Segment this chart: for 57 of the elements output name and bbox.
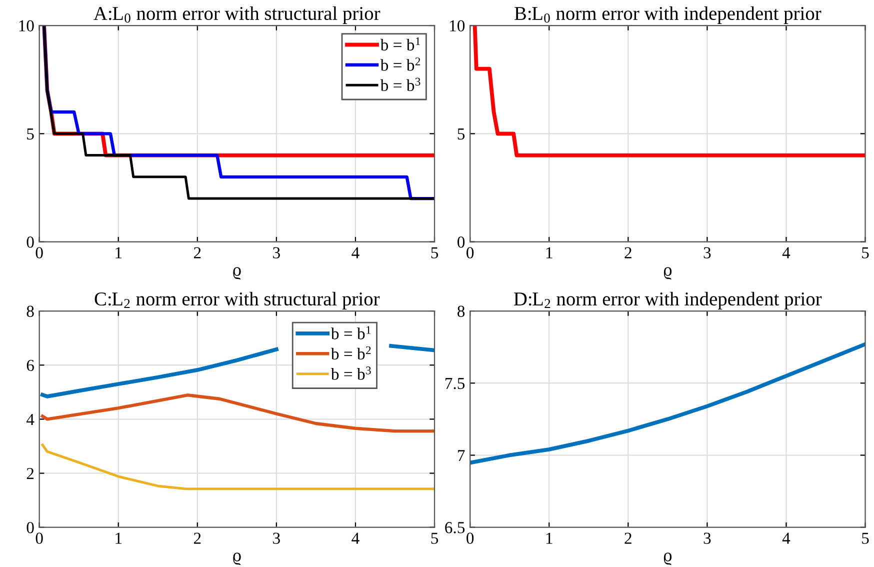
line-series bbox=[470, 342, 866, 464]
line-series bbox=[41, 444, 435, 490]
y-tick-label: 6 bbox=[26, 360, 34, 372]
x-tick-label: 2 bbox=[194, 247, 201, 258]
x-tick-label: 5 bbox=[431, 532, 438, 544]
x-tick-label: 0 bbox=[466, 247, 474, 258]
x-tick-label: 2 bbox=[624, 532, 632, 544]
y-tick-label: 7 bbox=[458, 450, 465, 461]
legend-label: b = b$^{2}$ bbox=[330, 346, 371, 360]
y-tick-label: 0 bbox=[26, 522, 34, 534]
x-tick-label: 3 bbox=[273, 532, 280, 544]
y-tick-label: 5 bbox=[458, 128, 465, 140]
x-tick-label: 5 bbox=[862, 247, 869, 258]
legend-label: b = b$^{1}$ bbox=[330, 326, 371, 340]
x-tick-label: 0 bbox=[36, 247, 43, 258]
x-axis-title: ϱ bbox=[233, 267, 241, 280]
x-axis-title: ϱ bbox=[664, 552, 672, 566]
x-tick-label: 1 bbox=[546, 532, 552, 544]
x-axis-title: ϱ bbox=[664, 267, 672, 280]
y-tick-label: 0 bbox=[458, 236, 465, 248]
x-tick-label: 3 bbox=[704, 247, 711, 258]
x-tick-label: 2 bbox=[194, 532, 201, 544]
legend-label: b = b$^{2}$ bbox=[380, 58, 420, 71]
x-tick-label: 4 bbox=[782, 532, 790, 544]
y-tick-label: 0 bbox=[26, 236, 34, 248]
y-tick-label: 5 bbox=[27, 128, 34, 140]
y-tick-label: 10 bbox=[19, 20, 34, 32]
y-tick-label: 2 bbox=[26, 468, 34, 480]
legend-label: b = b$^{1}$ bbox=[380, 37, 420, 51]
legend-label: b = b$^{3}$ bbox=[380, 78, 420, 92]
legend-label: b = b$^{3}$ bbox=[330, 366, 371, 380]
x-tick-label: 5 bbox=[862, 532, 869, 544]
x-axis-title: ϱ bbox=[233, 552, 241, 566]
chart-title: B:L$_{0}$ norm error with independent prior bbox=[514, 6, 822, 24]
chart-title: C:L$_{2}$ norm error with structural prior bbox=[94, 292, 380, 310]
line-series bbox=[40, 394, 435, 433]
x-tick-label: 2 bbox=[624, 247, 632, 258]
x-tick-label: 3 bbox=[704, 532, 711, 544]
x-tick-label: 4 bbox=[352, 247, 360, 258]
x-tick-label: 1 bbox=[116, 247, 122, 258]
x-tick-label: 4 bbox=[352, 532, 360, 544]
x-tick-label: 0 bbox=[36, 532, 43, 544]
x-tick-label: 5 bbox=[431, 247, 438, 258]
chart-title: D:L$_{2}$ norm error with independent prior bbox=[514, 292, 822, 310]
y-tick-label: 8 bbox=[26, 306, 34, 317]
x-tick-label: 1 bbox=[546, 247, 552, 258]
y-tick-label: 10 bbox=[450, 20, 465, 32]
y-tick-label: 7.5 bbox=[445, 378, 465, 390]
x-tick-label: 4 bbox=[782, 247, 790, 258]
x-tick-label: 0 bbox=[466, 532, 474, 544]
y-tick-label: 4 bbox=[26, 414, 34, 425]
line-series bbox=[472, 26, 866, 158]
y-tick-label: 8 bbox=[458, 306, 465, 317]
y-tick-label: 6.5 bbox=[445, 522, 465, 534]
x-tick-label: 3 bbox=[273, 247, 280, 258]
chart-title: A:L$_{0}$ norm error with structural prior bbox=[94, 6, 380, 24]
x-tick-label: 1 bbox=[116, 532, 122, 544]
